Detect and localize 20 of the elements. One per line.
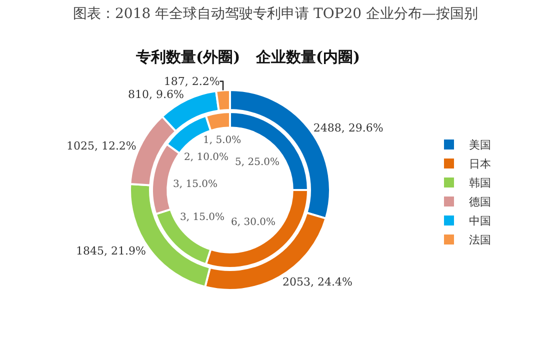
legend-label: 日本 [469,158,491,171]
data-label: 3, 15.0% [173,179,218,190]
data-label: 1025, 12.2% [66,139,136,152]
data-label: 6, 30.0% [231,217,276,228]
data-label: 2, 10.0% [184,152,228,163]
chart-subtitle: 专利数量(外圈) 企业数量(内圈) [135,48,360,66]
data-label: 1, 5.0% [203,135,242,146]
legend-label: 德国 [469,196,491,209]
data-label: 5, 25.0% [235,157,280,168]
legend-label: 法国 [469,234,491,247]
data-label: 1845, 21.9% [76,244,146,258]
data-label: 2488, 29.6% [313,121,384,134]
data-label: 187, 2.2% [164,74,220,88]
data-label: 2053, 24.4% [282,275,352,288]
data-label: 810, 9.6% [128,88,184,101]
legend-label: 韩国 [469,176,491,190]
legend-label: 中国 [469,214,491,228]
legend-label: 美国 [469,138,491,152]
chart-title: 图表：2018 年全球自动驾驶专利申请 TOP20 企业分布—按国别 [73,6,478,22]
data-label: 3, 15.0% [180,212,224,223]
